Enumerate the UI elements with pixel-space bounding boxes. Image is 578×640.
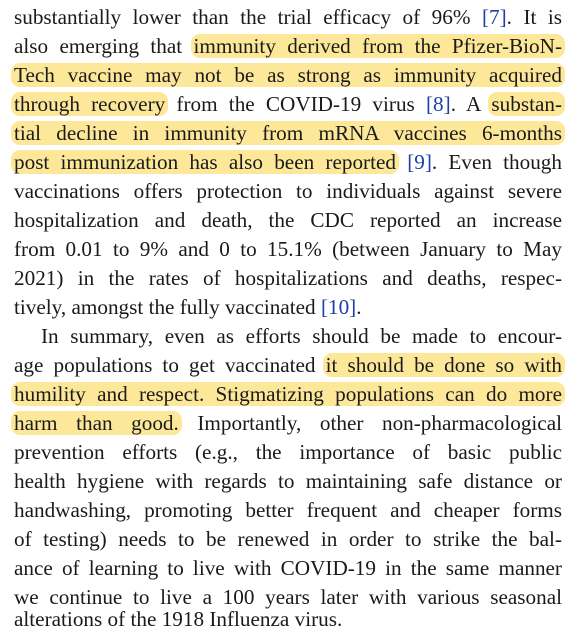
- text-line: also emerging that immunity derived from…: [14, 32, 566, 61]
- highlighted-text: substan-: [488, 92, 566, 116]
- text-line: vaccinations offers protection to indivi…: [14, 179, 562, 203]
- text-line: tively, amongst the fully vaccinated [10…: [14, 295, 362, 319]
- highlighted-text: humility and respect. Stigmatizing popul…: [11, 382, 565, 406]
- highlighted-text: post immunization has also been reported: [11, 150, 399, 174]
- text-line: humility and respect. Stigmatizing popul…: [11, 380, 565, 409]
- citation-link[interactable]: [10]: [320, 295, 357, 319]
- text-line: prevention efforts (e.g., the importance…: [14, 440, 562, 464]
- highlighted-text: Tech vaccine may not be as strong as imm…: [11, 63, 565, 87]
- text-line: from 0.01 to 9% and 0 to 15.1% (between …: [14, 237, 562, 261]
- text-line: age populations to get vaccinated it sho…: [14, 351, 565, 380]
- text-line: we continue to live a 100 years later wi…: [14, 585, 562, 609]
- text-line: Tech vaccine may not be as strong as imm…: [11, 61, 565, 90]
- highlighted-text: tial decline in immunity from mRNA vacci…: [11, 121, 565, 145]
- highlighted-text: through recovery: [11, 92, 169, 116]
- highlighted-text: immunity derived from the Pfizer-BioN-: [190, 34, 566, 58]
- text-line: ance of learning to live with COVID-19 i…: [14, 556, 562, 580]
- citation-link[interactable]: [7]: [481, 5, 507, 29]
- text-line: harm than good. Importantly, other non-p…: [11, 409, 562, 438]
- text-line: tial decline in immunity from mRNA vacci…: [11, 119, 565, 148]
- text-line: health hygiene with regards to maintaini…: [14, 469, 562, 493]
- citation-link[interactable]: [8]: [426, 92, 451, 116]
- highlighted-text: it should be done so with: [322, 353, 565, 377]
- text-line: hospitalization and death, the CDC repor…: [14, 208, 562, 232]
- text-line: handwashing, promoting better frequent a…: [14, 498, 562, 522]
- text-line: 2021) in the rates of hospitalizations a…: [14, 266, 562, 290]
- text-line: post immunization has also been reported…: [11, 148, 562, 177]
- text-line: In summary, even as efforts should be ma…: [41, 324, 562, 348]
- text-line: through recovery from the COVID-19 virus…: [11, 90, 566, 119]
- text-line: alterations of the 1918 Influenza virus.: [14, 607, 343, 631]
- highlighted-text: harm than good.: [11, 411, 182, 435]
- text-line: of testing) needs to be renewed in order…: [14, 527, 562, 551]
- citation-link[interactable]: [9]: [407, 150, 432, 174]
- text-line: substantially lower than the trial effic…: [14, 5, 562, 29]
